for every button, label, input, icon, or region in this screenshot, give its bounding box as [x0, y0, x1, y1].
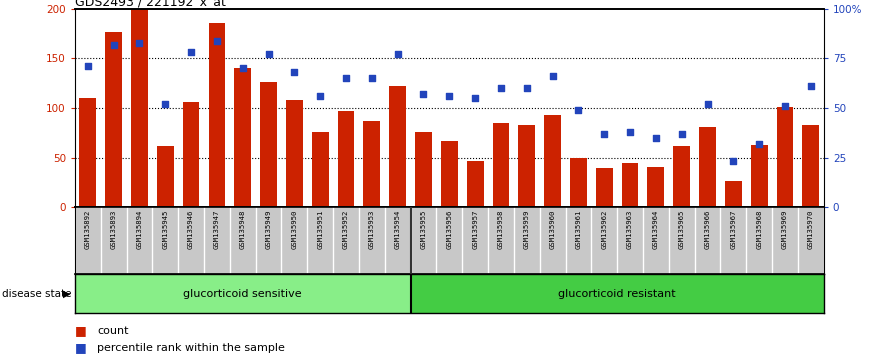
- Bar: [157, 145, 174, 207]
- Bar: [312, 132, 329, 207]
- Text: GSM135950: GSM135950: [292, 210, 298, 249]
- Bar: [286, 100, 303, 207]
- Text: GSM135951: GSM135951: [317, 210, 323, 249]
- Bar: [544, 115, 561, 207]
- Point: [287, 69, 301, 75]
- Text: GSM135964: GSM135964: [653, 210, 659, 249]
- Point: [675, 131, 689, 137]
- Text: GSM135892: GSM135892: [85, 210, 91, 249]
- Text: GSM135961: GSM135961: [575, 210, 581, 249]
- Point: [623, 129, 637, 135]
- Text: percentile rank within the sample: percentile rank within the sample: [97, 343, 285, 353]
- Text: GSM135968: GSM135968: [756, 210, 762, 249]
- Text: GSM135947: GSM135947: [214, 210, 220, 249]
- Text: GSM135956: GSM135956: [447, 210, 452, 249]
- Bar: [209, 23, 226, 207]
- Text: count: count: [97, 326, 129, 336]
- Bar: [622, 164, 639, 207]
- Bar: [75, 274, 411, 313]
- Bar: [492, 123, 509, 207]
- Bar: [440, 141, 458, 207]
- Point: [417, 91, 431, 97]
- Text: GSM135966: GSM135966: [705, 210, 711, 249]
- Point: [545, 73, 559, 79]
- Text: GSM135952: GSM135952: [343, 210, 349, 249]
- Point: [520, 85, 534, 91]
- Text: GSM135948: GSM135948: [240, 210, 246, 249]
- Point: [236, 65, 250, 71]
- Text: GSM135949: GSM135949: [265, 210, 271, 249]
- Bar: [79, 98, 96, 207]
- Bar: [131, 9, 148, 207]
- Text: GSM135955: GSM135955: [420, 210, 426, 249]
- Text: GSM135963: GSM135963: [627, 210, 633, 249]
- Bar: [648, 167, 664, 207]
- Text: GSM135945: GSM135945: [162, 210, 168, 249]
- Text: GSM135957: GSM135957: [472, 210, 478, 249]
- Point: [159, 101, 173, 107]
- Text: glucorticoid sensitive: glucorticoid sensitive: [183, 289, 302, 299]
- Point: [803, 83, 818, 89]
- Point: [81, 63, 95, 69]
- Text: GSM135954: GSM135954: [395, 210, 401, 249]
- Text: GSM135967: GSM135967: [730, 210, 737, 249]
- Bar: [725, 181, 742, 207]
- Text: GSM135953: GSM135953: [369, 210, 374, 249]
- Point: [700, 101, 714, 107]
- Text: ▶: ▶: [63, 289, 70, 299]
- Text: GSM135970: GSM135970: [808, 210, 814, 249]
- Bar: [803, 125, 819, 207]
- Point: [572, 107, 586, 113]
- Point: [726, 159, 740, 164]
- Point: [210, 38, 224, 44]
- Bar: [260, 82, 277, 207]
- Text: GSM135960: GSM135960: [550, 210, 556, 249]
- Text: GSM135894: GSM135894: [137, 210, 143, 249]
- Bar: [570, 158, 587, 207]
- Point: [339, 75, 353, 81]
- Point: [390, 52, 404, 57]
- Point: [184, 50, 198, 55]
- Bar: [182, 102, 199, 207]
- Bar: [337, 111, 354, 207]
- Bar: [234, 68, 251, 207]
- Bar: [364, 121, 381, 207]
- Point: [494, 85, 508, 91]
- Text: GSM135965: GSM135965: [678, 210, 685, 249]
- Bar: [777, 107, 794, 207]
- Bar: [673, 145, 690, 207]
- Point: [132, 40, 146, 45]
- Text: glucorticoid resistant: glucorticoid resistant: [559, 289, 676, 299]
- Text: disease state: disease state: [2, 289, 71, 299]
- Point: [597, 131, 611, 137]
- Bar: [415, 132, 432, 207]
- Text: GSM135946: GSM135946: [188, 210, 194, 249]
- Bar: [751, 145, 767, 207]
- Point: [107, 42, 121, 47]
- Point: [752, 141, 766, 147]
- Bar: [596, 169, 612, 207]
- Point: [442, 93, 456, 99]
- Bar: [105, 32, 122, 207]
- Bar: [411, 274, 824, 313]
- Text: GSM135958: GSM135958: [498, 210, 504, 249]
- Text: GSM135962: GSM135962: [601, 210, 607, 249]
- Text: GDS2493 / 221192_x_at: GDS2493 / 221192_x_at: [75, 0, 226, 8]
- Point: [365, 75, 379, 81]
- Point: [468, 95, 482, 101]
- Point: [648, 135, 663, 141]
- Bar: [518, 125, 535, 207]
- Text: GSM135969: GSM135969: [782, 210, 788, 249]
- Bar: [700, 127, 716, 207]
- Text: ■: ■: [75, 325, 86, 337]
- Point: [262, 52, 276, 57]
- Point: [313, 93, 327, 99]
- Text: GSM135959: GSM135959: [524, 210, 529, 249]
- Bar: [467, 161, 484, 207]
- Point: [778, 103, 792, 109]
- Bar: [389, 86, 406, 207]
- Text: ■: ■: [75, 341, 86, 354]
- Text: GSM135893: GSM135893: [111, 210, 116, 249]
